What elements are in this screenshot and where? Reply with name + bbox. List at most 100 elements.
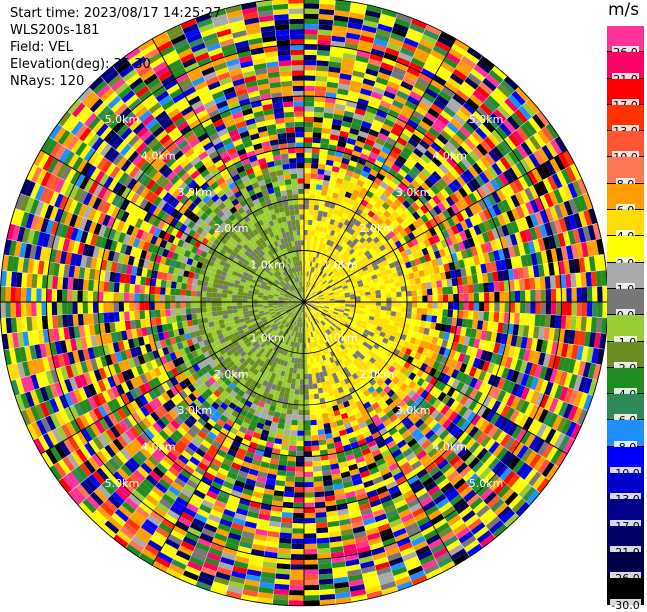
velocity-gate (488, 282, 494, 292)
velocity-gate (489, 292, 494, 302)
velocity-gate (312, 220, 317, 226)
velocity-gate (355, 299, 360, 302)
velocity-gate (317, 548, 330, 554)
velocity-gate (310, 189, 316, 195)
velocity-gate (301, 359, 304, 364)
velocity-gate (571, 288, 577, 302)
velocity-gate (282, 512, 293, 518)
velocity-gate (292, 415, 298, 421)
velocity-gate (279, 543, 292, 549)
velocity-gate (319, 393, 325, 399)
velocity-gate (365, 305, 370, 309)
velocity-gate (306, 343, 309, 348)
velocity-gate (304, 34, 318, 39)
velocity-gate (410, 278, 416, 284)
velocity-gate (304, 184, 310, 189)
velocity-gate (304, 451, 312, 456)
velocity-gate (417, 308, 423, 314)
velocity-gate (407, 296, 412, 302)
velocity-gate (311, 158, 319, 164)
velocity-gate (446, 279, 452, 287)
velocity-gate (293, 523, 305, 528)
velocity-gate (360, 296, 365, 299)
velocity-gate (304, 405, 310, 410)
velocity-gate (386, 302, 391, 306)
velocity-gate (286, 409, 292, 415)
velocity-gate (380, 310, 386, 315)
velocity-gate (309, 194, 315, 200)
velocity-gate (421, 314, 427, 321)
velocity-gate (286, 414, 293, 420)
velocity-gate (300, 379, 304, 384)
velocity-gate (432, 309, 438, 316)
velocity-gate (284, 492, 294, 498)
velocity-gate (499, 291, 504, 301)
velocity-gate (297, 369, 301, 374)
velocity-gate (396, 287, 402, 292)
velocity-gate (299, 343, 302, 348)
velocity-gate (299, 405, 304, 410)
velocity-gate (304, 50, 317, 55)
velocity-gate (315, 512, 326, 518)
velocity-gate (295, 384, 300, 389)
velocity-gate (307, 348, 310, 353)
velocity-gate (304, 220, 308, 225)
velocity-gate (308, 384, 313, 389)
velocity-gate (285, 476, 294, 482)
velocity-gate (385, 311, 391, 316)
velocity-gate (468, 311, 474, 320)
velocity-gate (313, 471, 322, 477)
velocity-gate (396, 307, 402, 312)
velocity-gate (350, 299, 355, 302)
velocity-gate (304, 379, 308, 384)
velocity-gate (304, 235, 307, 240)
velocity-gate (489, 302, 494, 312)
velocity-gate (436, 280, 442, 288)
velocity-gate (308, 220, 312, 225)
velocity-gate (422, 289, 428, 296)
velocity-gate (371, 298, 376, 302)
velocity-gate (304, 163, 311, 168)
velocity-gate (448, 302, 453, 310)
velocity-gate (422, 302, 427, 308)
velocity-gate (462, 276, 468, 285)
velocity-gate (376, 302, 381, 306)
velocity-gate (316, 60, 329, 66)
velocity-gate (293, 518, 304, 523)
velocity-gate (307, 240, 310, 245)
velocity-gate (316, 179, 323, 185)
velocity-gate (406, 291, 412, 297)
velocity-gate (535, 302, 540, 314)
velocity-gate (314, 394, 319, 400)
velocity-gate (309, 204, 314, 210)
velocity-gate (276, 568, 290, 574)
velocity-gate (386, 306, 391, 311)
velocity-gate (520, 302, 525, 313)
velocity-gate (530, 302, 535, 314)
velocity-gate (304, 497, 314, 502)
velocity-gate (571, 302, 577, 316)
velocity-gate (316, 184, 323, 190)
velocity-gate (298, 358, 301, 363)
velocity-gate (582, 287, 588, 301)
velocity-gate (294, 503, 304, 508)
velocity-gate (313, 122, 322, 128)
velocity-gate (427, 295, 432, 302)
velocity-gate (386, 293, 391, 298)
velocity-gate (397, 302, 402, 307)
velocity-gate (432, 288, 438, 295)
velocity-gate (551, 289, 556, 302)
velocity-gate (286, 383, 291, 389)
velocity-gate (298, 415, 304, 420)
velocity-gate (300, 384, 304, 389)
velocity-gate (427, 308, 433, 315)
velocity-gate (289, 440, 297, 446)
velocity-gate (365, 292, 371, 296)
velocity-gate (510, 302, 515, 313)
velocity-gate (281, 408, 287, 414)
velocity-gate (292, 533, 304, 538)
velocity-gate (313, 476, 322, 482)
velocity-gate (415, 320, 421, 327)
velocity-gate (293, 368, 297, 374)
velocity-gate (298, 410, 304, 415)
